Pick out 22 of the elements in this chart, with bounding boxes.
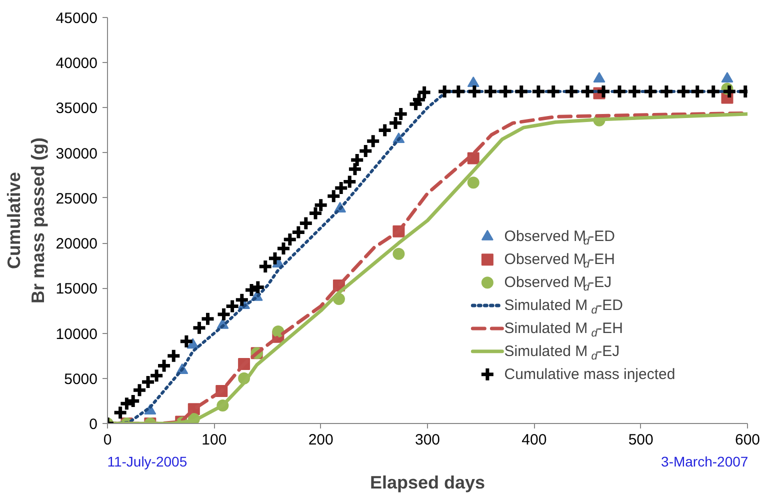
y-tick-label: 25000 — [56, 190, 98, 208]
x-tick-label: 300 — [414, 432, 440, 448]
y-tick-label: 0 — [89, 416, 98, 433]
text: 3-March-2007 — [661, 454, 748, 470]
text: 11-July-2005 — [107, 454, 188, 470]
x-tick-label: 500 — [628, 432, 654, 448]
y-tick-label: 15000 — [56, 280, 98, 298]
x-tick-label: 0 — [103, 432, 112, 448]
x-tick-label: 400 — [522, 432, 547, 448]
y-tick-label: 10000 — [56, 326, 98, 343]
x-tick-label: 200 — [308, 432, 334, 448]
y-tick-label: 5000 — [64, 370, 98, 388]
y-tick-label: 20000 — [56, 236, 98, 253]
x-axis-title: Elapsed days — [370, 472, 486, 492]
y-tick-label: 35000 — [56, 100, 98, 118]
y-axis-title: Cumulative Br mass passed (g) — [4, 137, 48, 304]
y-tick-label: 40000 — [56, 55, 98, 72]
legend-label: Cumulative mass injected — [504, 366, 676, 383]
y-tick-label: 45000 — [56, 10, 98, 27]
x-tick-label: 600 — [734, 432, 760, 448]
x-tick-label: 100 — [202, 432, 227, 448]
y-tick-label: 30000 — [56, 145, 98, 162]
